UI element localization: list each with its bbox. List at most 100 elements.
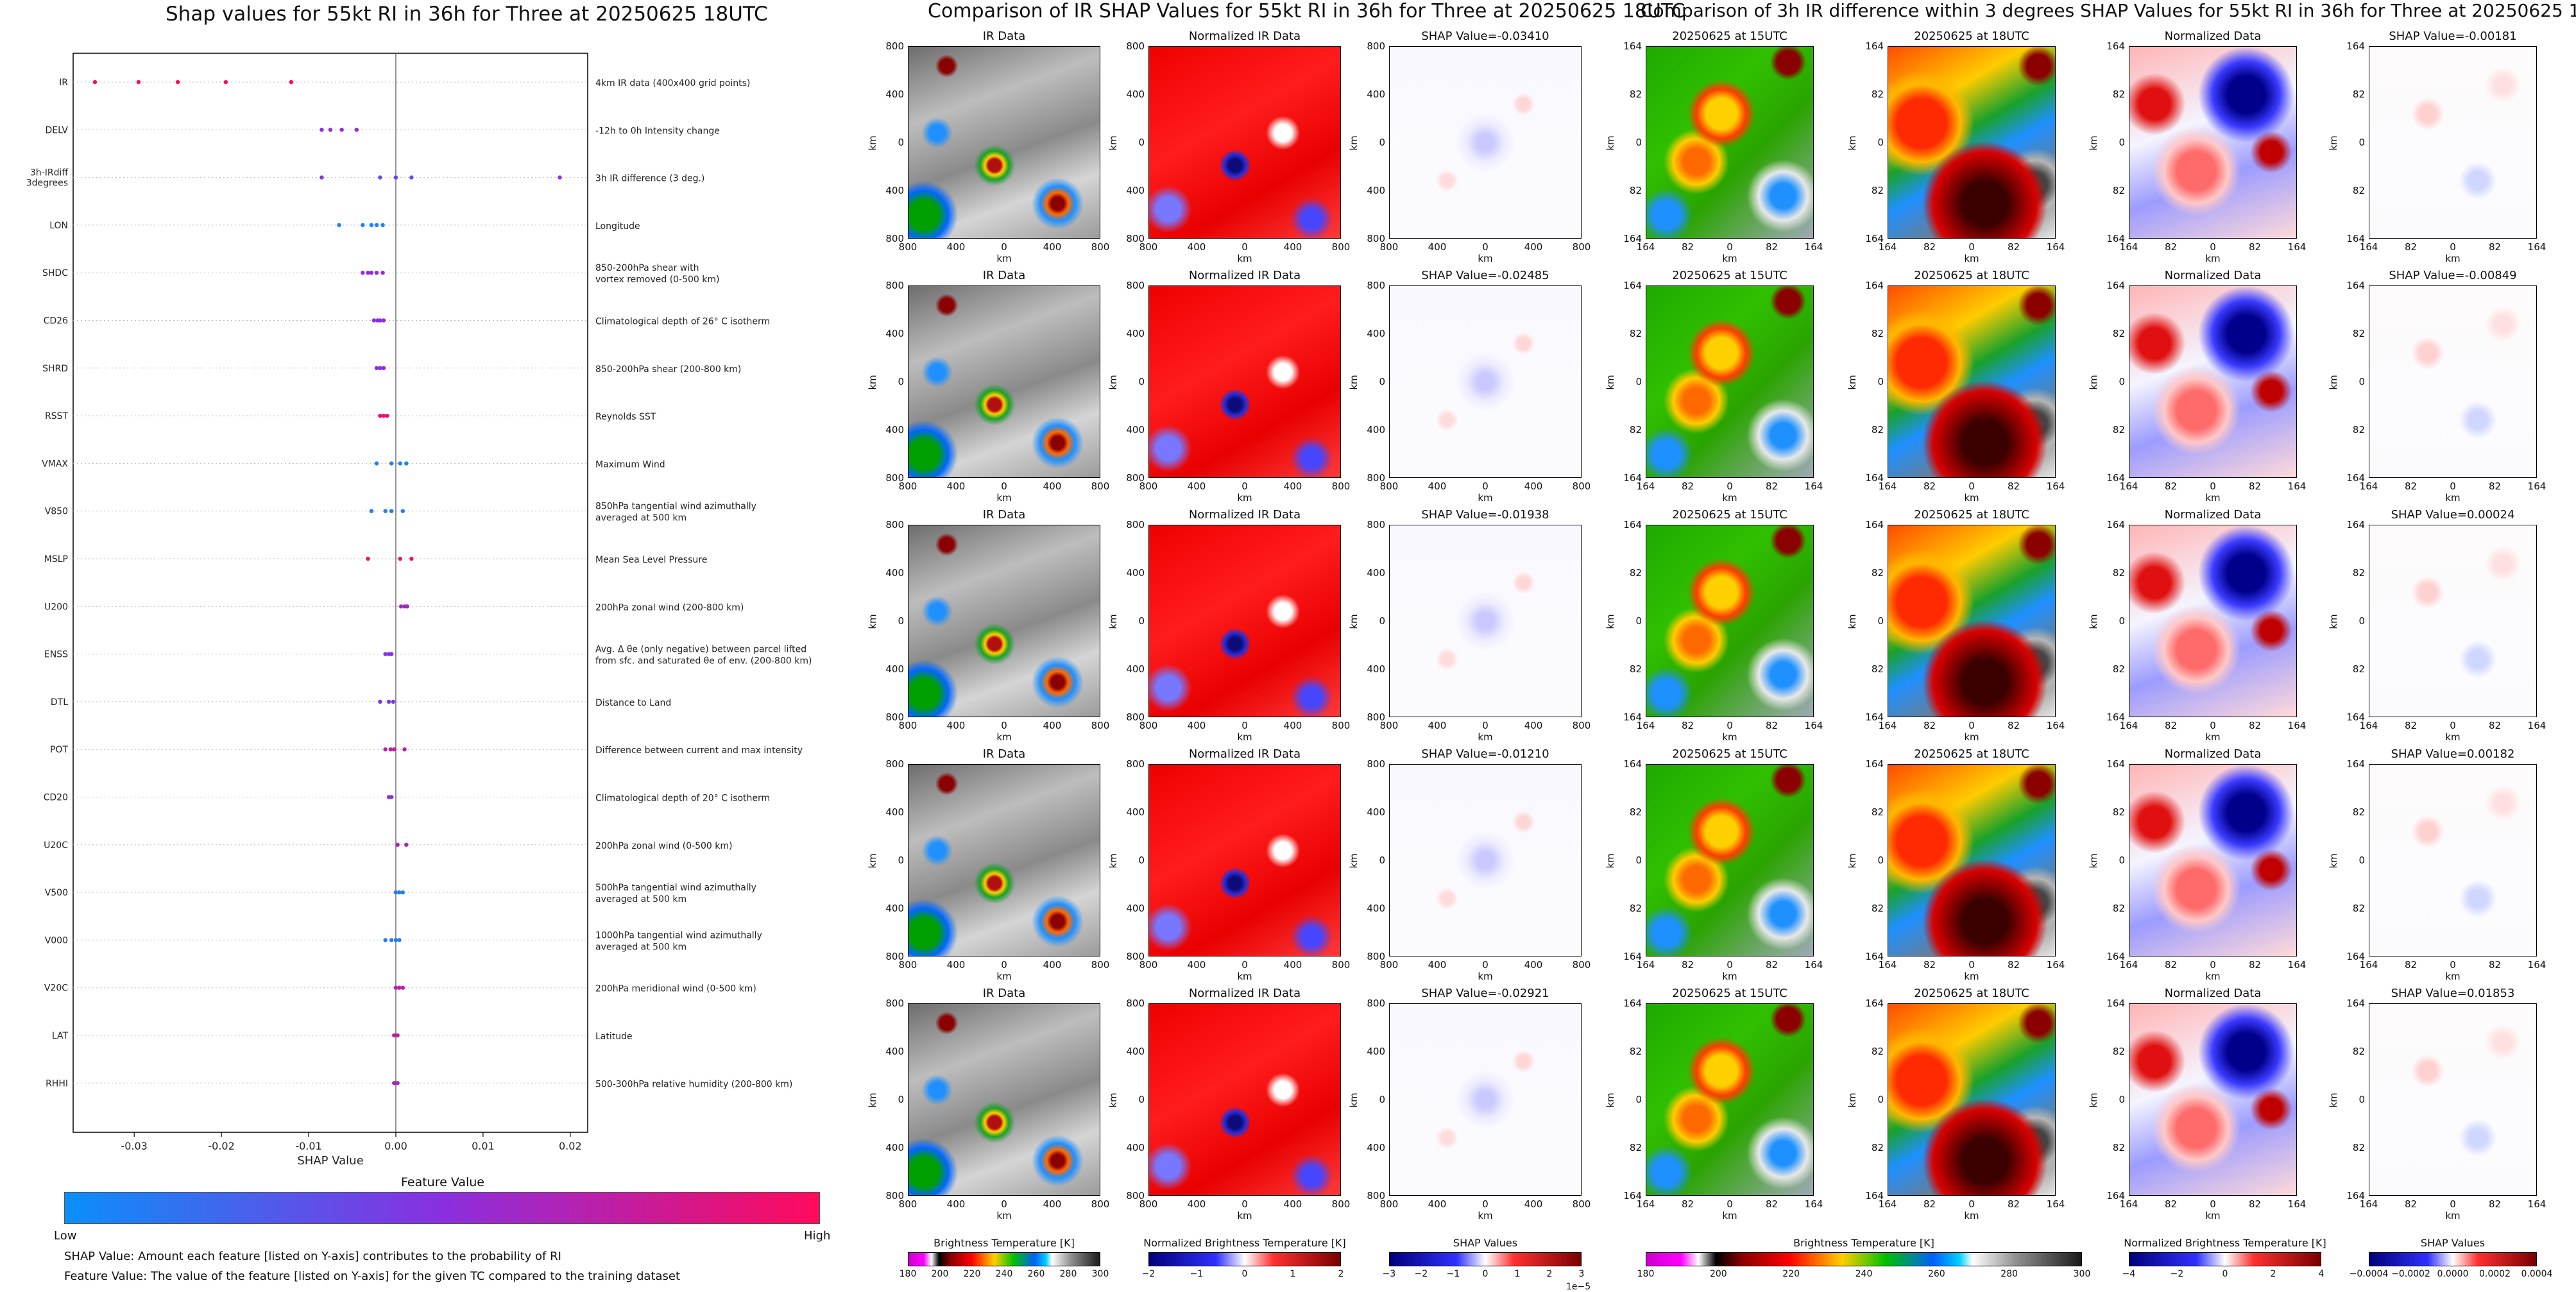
irdiff-r1-c2-image [2129, 285, 2297, 478]
irdiff-r1-c2-xtick: 82 [2164, 480, 2178, 492]
ir-r3-c2-xtick: 400 [1524, 959, 1543, 971]
ir-r4-c0-xtick: 800 [898, 1198, 917, 1210]
irdiff-r4-c0-ytick: 0 [1635, 1094, 1642, 1105]
ir-r2-c2-ytick: 0 [1379, 615, 1385, 627]
ir-r1-c1-ytick: 800 [1126, 472, 1145, 484]
ir-r3-c2-xtick: 400 [1428, 959, 1447, 971]
ir-r2-c0-ytick: 400 [885, 663, 904, 675]
ir-r2-c1-ytick: 0 [1138, 615, 1145, 627]
irdiff-r3-c2-xlabel: km [2205, 971, 2221, 982]
irdiff-r3-c1-xtick: 0 [1968, 959, 1975, 971]
irdiff-r1-c3-xtick: 0 [2450, 480, 2456, 492]
irdiff-r1-c1-xlabel: km [1964, 492, 1979, 504]
ir-r4-c2-title: SHAP Value=-0.02921 [1421, 987, 1549, 1000]
feature-description: averaged at 500 km [595, 894, 687, 905]
ir-r1-c2-xtick: 0 [1482, 480, 1488, 492]
ir-r1-c1-title: Normalized IR Data [1188, 269, 1301, 282]
ir-r3-c0-xtick: 800 [898, 959, 917, 971]
ir-r4-c1-ytick: 0 [1138, 1094, 1145, 1105]
irdiff-r0-c2-xlabel: km [2205, 253, 2221, 264]
feature-label: RHHI [46, 1078, 68, 1089]
ir-r1-c2-xtick: 400 [1524, 480, 1543, 492]
irdiff-r3-c0-title: 20250625 at 15UTC [1672, 747, 1787, 761]
ir-r0-c2-title: SHAP Value=-0.03410 [1421, 30, 1549, 43]
irdiff-r0-c3-image [2369, 46, 2537, 239]
shap-point [397, 985, 402, 990]
irdiff-r1-c1-ytick: 82 [1871, 424, 1884, 436]
feature-description: averaged at 500 km [595, 513, 687, 523]
irdiff-r1-c1-xtick: 164 [2046, 480, 2065, 492]
ir-r0-c1-xtick: 800 [1139, 241, 1158, 253]
irdiff-r2-c3-ylabel: km [2328, 614, 2339, 629]
shap-point [389, 795, 394, 799]
shap-point [405, 604, 409, 609]
ir-r0-c1-xtick: 0 [1241, 241, 1248, 253]
irdiff-r0-c3-xtick: 164 [2527, 241, 2546, 253]
ir-r2-c0-xtick: 800 [1091, 720, 1110, 731]
ir-r4-c2-image [1389, 1003, 1582, 1196]
ir-r4-c1-ytick: 800 [1126, 1190, 1145, 1202]
ir-r1-c2-xtick: 800 [1572, 480, 1591, 492]
irdiff-r4-c1-xlabel: km [1964, 1210, 1979, 1221]
irdiff-r3-c3-xtick: 0 [2450, 959, 2456, 971]
x-tick-label: 0.01 [472, 1140, 495, 1152]
irdiff-r1-c3-ytick: 164 [2346, 280, 2365, 291]
irdiff-r3-c2-ylabel: km [2088, 853, 2099, 869]
shap-point [558, 175, 562, 180]
shap-point [374, 366, 379, 370]
ir-colorbar-2-tick: 2 [1546, 1269, 1553, 1279]
ir-r2-c2-xtick: 800 [1572, 720, 1591, 731]
shap-point [398, 604, 404, 609]
ir-r2-c1-image [1148, 525, 1341, 717]
ir-r1-c0-ytick: 400 [885, 328, 904, 339]
ir-r0-c1-ytick: 800 [1126, 40, 1145, 52]
ir-r0-c2-ytick: 0 [1379, 137, 1385, 148]
shap-point [383, 509, 388, 513]
shap-point [381, 318, 386, 323]
ir-r0-c0-ytick: 0 [898, 137, 904, 148]
feature-label: V000 [45, 935, 68, 946]
ir-r2-c1-xtick: 400 [1187, 720, 1206, 731]
irdiff-r2-c0-xtick: 0 [1727, 720, 1733, 731]
irdiff-r0-c0-xtick: 82 [1765, 241, 1778, 253]
irdiff-r3-c0-ylabel: km [1605, 853, 1616, 869]
irdiff-colorbar-1-tick: 2 [2270, 1269, 2276, 1279]
shap-point [320, 175, 324, 180]
irdiff-r4-c1-xtick: 164 [2046, 1198, 2065, 1210]
irdiff-r0-c1-ytick: 164 [1865, 40, 1884, 52]
irdiff-r0-c2-xtick: 164 [2119, 241, 2138, 253]
irdiff-r0-c0-xtick: 164 [1636, 241, 1655, 253]
ir-r2-c2-xtick: 400 [1428, 720, 1447, 731]
irdiff-r0-c3-xlabel: km [2445, 253, 2461, 264]
ir-colorbar-0-tick: 240 [995, 1269, 1013, 1279]
irdiff-r0-c0-image [1646, 46, 1814, 239]
irdiff-r3-c2-xtick: 82 [2248, 959, 2262, 971]
irdiff-r2-c1-ytick: 82 [1871, 663, 1884, 675]
irdiff-r1-c0-ylabel: km [1605, 375, 1616, 390]
irdiff-r4-c0-xtick: 164 [1804, 1198, 1823, 1210]
irdiff-r3-c0-ytick: 82 [1629, 903, 1642, 914]
irdiff-r1-c2-ytick: 82 [2112, 328, 2125, 339]
footnote-feature: Feature Value: The value of the feature … [64, 1270, 681, 1283]
ir-r1-c0-xtick: 400 [1043, 480, 1062, 492]
ir-colorbar-2 [1389, 1252, 1582, 1266]
feature-description: Longitude [595, 221, 640, 232]
ir-r4-c1-ytick: 400 [1126, 1142, 1145, 1153]
feature-description: vortex removed (0-500 km) [595, 275, 720, 285]
irdiff-r3-c0-ytick: 164 [1623, 951, 1642, 962]
irdiff-r4-c1-ylabel: km [1847, 1092, 1858, 1108]
irdiff-r0-c2-ytick: 0 [2119, 137, 2125, 148]
ir-r1-c2-ytick: 400 [1367, 424, 1385, 436]
irdiff-r3-c1-ytick: 164 [1865, 951, 1884, 962]
irdiff-r1-c1-xtick: 164 [1878, 480, 1897, 492]
shap-point [383, 747, 388, 752]
irdiff-colorbar-0-tick: 200 [1709, 1269, 1727, 1279]
irdiff-r2-c1-xtick: 164 [1878, 720, 1897, 731]
ir-r0-c0-xtick: 800 [898, 241, 917, 253]
ir-r4-c2-ylabel: km [1348, 1092, 1360, 1108]
irdiff-r3-c3-ytick: 164 [2346, 758, 2365, 770]
ir-r3-c0-xtick: 0 [1001, 959, 1007, 971]
ir-r3-c1-image [1148, 764, 1341, 956]
ir-r1-c1-image [1148, 285, 1341, 478]
feature-label: IR [59, 78, 68, 88]
